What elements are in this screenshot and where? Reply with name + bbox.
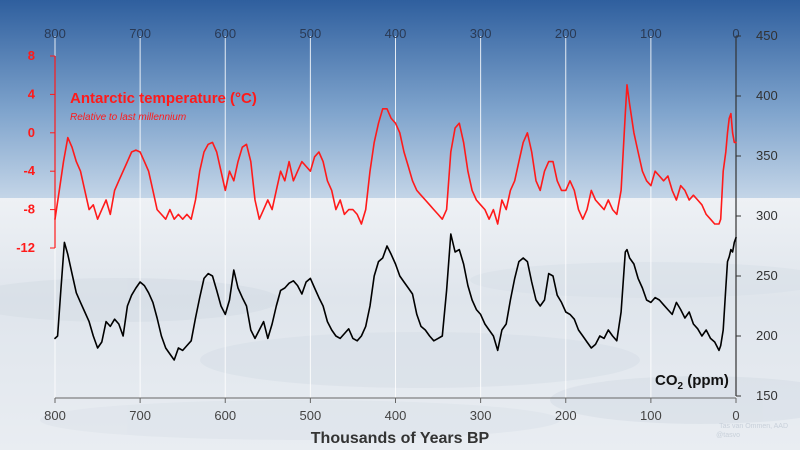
- left-y-axis-ticks: 8 4 0 -4 -8 -12: [16, 48, 55, 255]
- left-y-tick-label: -4: [23, 163, 35, 178]
- series-layer: [54, 84, 737, 361]
- right-y-axis-ticks: 450 400 350 300 250 200 150: [736, 28, 778, 403]
- top-x-tick-label: 200: [555, 26, 577, 41]
- co2-label-subscript: 2: [678, 381, 684, 392]
- right-y-tick-label: 150: [756, 388, 778, 403]
- top-x-tick-label: 800: [44, 26, 66, 41]
- sky-background: [0, 0, 800, 200]
- temperature-legend-subtitle: Relative to last millennium: [70, 112, 186, 123]
- temperature-legend-title: Antarctic temperature (°C): [70, 90, 257, 107]
- top-x-axis-ticks: 800 700 600 500 400 300 200 100 0: [44, 26, 739, 41]
- bottom-x-tick-label: 600: [214, 408, 236, 423]
- right-y-tick-label: 350: [756, 148, 778, 163]
- left-y-tick-label: 4: [28, 86, 36, 101]
- x-axis-title: Thousands of Years BP: [311, 430, 490, 447]
- top-x-tick-label: 300: [470, 26, 492, 41]
- left-y-tick-label: -8: [23, 202, 35, 217]
- top-x-tick-label: 600: [214, 26, 236, 41]
- right-y-tick-label: 200: [756, 328, 778, 343]
- left-y-tick-label: -12: [16, 240, 35, 255]
- right-y-tick-label: 250: [756, 268, 778, 283]
- bottom-x-tick-label: 800: [44, 408, 66, 423]
- bottom-x-tick-label: 100: [640, 408, 662, 423]
- co2-label-unit: (ppm): [683, 372, 729, 389]
- credit-handle: @tasvo: [716, 432, 740, 439]
- right-y-tick-label: 300: [756, 208, 778, 223]
- left-y-tick-label: 8: [28, 48, 35, 63]
- co2-label-main: CO: [655, 372, 678, 389]
- co2-legend-label: CO2 (ppm): [655, 372, 729, 392]
- top-x-tick-label: 100: [640, 26, 662, 41]
- top-x-tick-label: 400: [385, 26, 407, 41]
- bottom-x-tick-label: 400: [385, 408, 407, 423]
- top-x-tick-label: 700: [129, 26, 151, 41]
- bottom-x-axis-ticks: 800 700 600 500 400 300 200 100 0: [44, 398, 740, 423]
- bottom-x-tick-label: 200: [555, 408, 577, 423]
- bottom-x-tick-label: 700: [129, 408, 151, 423]
- right-y-tick-label: 450: [756, 28, 778, 43]
- bottom-x-tick-label: 500: [300, 408, 322, 423]
- bottom-x-tick-label: 300: [470, 408, 492, 423]
- right-y-tick-label: 400: [756, 88, 778, 103]
- top-x-tick-label: 500: [300, 26, 322, 41]
- left-y-tick-label: 0: [28, 125, 35, 140]
- credit-author: Tas van Ommen, AAD: [719, 423, 788, 430]
- co2-series-line: [54, 233, 737, 361]
- temperature-series-line: [54, 84, 737, 225]
- top-x-tick-label: 0: [732, 26, 739, 41]
- bottom-x-tick-label: 0: [732, 408, 739, 423]
